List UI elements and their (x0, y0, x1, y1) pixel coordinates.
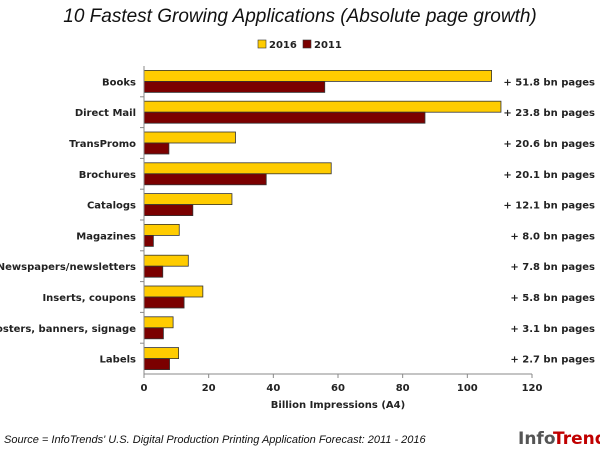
bar-2016 (143, 162, 332, 175)
bars: Books + 51.8 bn pages Direct Mail + 23.8 bn… (0, 70, 595, 371)
category-label: Inserts, coupons (42, 293, 136, 304)
x-tick-label: 120 (522, 383, 543, 394)
legend-label-2016: 2016 (269, 40, 297, 51)
category-label: Catalogs (87, 201, 136, 212)
bar-2011 (143, 327, 164, 340)
bar-2011 (143, 358, 170, 371)
x-tick-label: 20 (202, 383, 216, 394)
category-label: Direct Mail (75, 108, 136, 119)
category-label: Magazines (76, 231, 136, 242)
legend-swatch-2016 (257, 39, 267, 49)
legend-swatch-2011 (302, 39, 312, 49)
bar-2011 (143, 296, 185, 309)
logo-text-trends: Trends (553, 429, 600, 449)
bar-2016 (143, 316, 174, 329)
chart-title: 10 Fastest Growing Applications (Absolut… (63, 6, 537, 27)
growth-annotation: + 20.6 bn pages (503, 139, 595, 150)
bar-2011 (143, 265, 164, 278)
legend-label-2011: 2011 (314, 40, 342, 51)
growth-annotation: + 2.7 bn pages (510, 355, 595, 366)
growth-annotation: + 51.8 bn pages (503, 77, 595, 88)
x-tick-label: 80 (396, 383, 410, 394)
logo-text-info: Info (518, 429, 556, 449)
bar-2011 (143, 234, 154, 247)
bar-2016 (143, 223, 180, 236)
bar-2016 (143, 285, 204, 298)
x-axis-label: Billion Impressions (A4) (271, 400, 405, 411)
legend: 2016 2011 (257, 39, 342, 51)
growth-annotation: + 5.8 bn pages (510, 293, 595, 304)
category-label: Books (102, 77, 136, 88)
x-tick-label: 60 (331, 383, 345, 394)
growth-annotation: + 8.0 bn pages (510, 231, 595, 242)
x-tick-label: 0 (141, 383, 148, 394)
bar-2016 (143, 70, 492, 82)
bar-2011 (143, 204, 194, 217)
category-label: Posters, banners, signage (0, 324, 136, 335)
infotrends-logo: Info Trends (518, 429, 600, 449)
category-label: TransPromo (69, 139, 136, 150)
growth-annotation: + 20.1 bn pages (503, 170, 595, 181)
growth-annotation: + 23.8 bn pages (503, 108, 595, 119)
growth-annotation: + 3.1 bn pages (510, 324, 595, 335)
growth-annotation: + 12.1 bn pages (503, 201, 595, 212)
bar-2011 (143, 81, 326, 93)
bar-2011 (143, 142, 170, 155)
category-label: Newspapers/newsletters (0, 262, 136, 273)
bar-2016 (143, 131, 236, 144)
bar-2011 (143, 173, 267, 186)
category-label: Labels (100, 355, 136, 366)
bar-2016 (143, 254, 189, 267)
bar-2011 (143, 111, 426, 124)
category-label: Brochures (79, 170, 136, 181)
x-tick-label: 40 (266, 383, 280, 394)
bar-2016 (143, 100, 502, 113)
bar-2016 (143, 193, 233, 206)
bar-2016 (143, 347, 179, 360)
growth-annotation: + 7.8 bn pages (510, 262, 595, 273)
x-axis: 0 20 40 60 80 100 120 (140, 66, 542, 394)
x-tick-label: 100 (457, 383, 478, 394)
source-note: Source = InfoTrends' U.S. Digital Produc… (4, 434, 427, 446)
